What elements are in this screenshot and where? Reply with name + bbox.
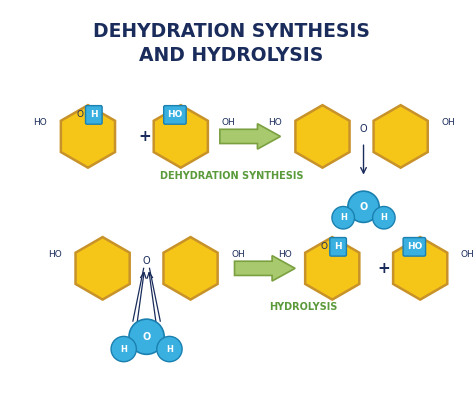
Circle shape <box>332 206 355 229</box>
Polygon shape <box>305 237 359 299</box>
Polygon shape <box>393 237 447 299</box>
Text: DEHYDRATION SYNTHESIS: DEHYDRATION SYNTHESIS <box>93 22 370 41</box>
Text: OH: OH <box>231 250 245 259</box>
FancyBboxPatch shape <box>403 238 426 256</box>
Text: +: + <box>378 261 391 276</box>
Polygon shape <box>374 105 428 168</box>
Text: H: H <box>381 213 387 222</box>
Text: OH: OH <box>221 118 235 127</box>
Polygon shape <box>61 105 115 168</box>
Text: HO: HO <box>268 118 282 127</box>
Circle shape <box>373 206 395 229</box>
Text: O: O <box>77 110 83 119</box>
Text: OH: OH <box>461 250 474 259</box>
Text: O: O <box>359 202 368 212</box>
Polygon shape <box>235 256 295 281</box>
Polygon shape <box>295 105 349 168</box>
FancyBboxPatch shape <box>85 106 102 124</box>
Text: O: O <box>143 256 150 266</box>
Text: HYDROLYSIS: HYDROLYSIS <box>269 303 337 312</box>
Text: OH: OH <box>441 118 455 127</box>
Text: +: + <box>138 129 151 144</box>
Text: H: H <box>120 345 127 353</box>
Circle shape <box>129 319 164 354</box>
Circle shape <box>157 336 182 362</box>
FancyBboxPatch shape <box>330 238 346 256</box>
Text: HO: HO <box>34 118 47 127</box>
Text: H: H <box>166 345 173 353</box>
Text: O: O <box>143 332 151 342</box>
Polygon shape <box>75 237 130 299</box>
Polygon shape <box>164 237 218 299</box>
Text: H: H <box>340 213 346 222</box>
Text: HO: HO <box>278 250 292 259</box>
Text: AND HYDROLYSIS: AND HYDROLYSIS <box>139 46 324 65</box>
Text: H: H <box>90 110 98 119</box>
Text: HO: HO <box>48 250 62 259</box>
Polygon shape <box>154 105 208 168</box>
Circle shape <box>348 191 379 222</box>
Circle shape <box>111 336 137 362</box>
Text: DEHYDRATION SYNTHESIS: DEHYDRATION SYNTHESIS <box>160 171 303 180</box>
FancyBboxPatch shape <box>164 106 186 124</box>
Text: H: H <box>334 242 342 251</box>
Polygon shape <box>220 124 281 149</box>
Text: HO: HO <box>407 242 422 251</box>
Text: O: O <box>321 242 328 251</box>
Text: HO: HO <box>167 110 182 119</box>
Text: O: O <box>360 124 367 134</box>
